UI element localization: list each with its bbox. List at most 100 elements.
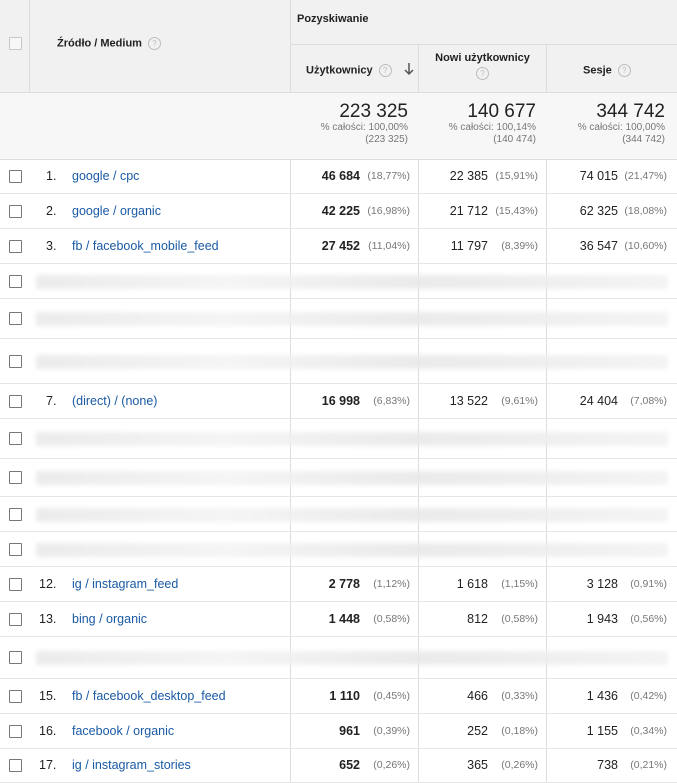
redacted-row-content <box>36 543 668 557</box>
row-number: 3. <box>46 239 57 253</box>
row-number: 1. <box>46 169 57 183</box>
new-users-percent: (0,18%) <box>501 725 538 737</box>
table-row <box>0 384 677 419</box>
row-checkbox[interactable] <box>9 508 22 521</box>
new-users-percent: (15,91%) <box>495 170 538 182</box>
col-divider <box>290 0 291 783</box>
new-users-value: 252 <box>467 724 488 738</box>
new-users-value: 1 618 <box>456 577 488 591</box>
row-checkbox[interactable] <box>9 759 22 772</box>
sessions-percent: (10,60%) <box>624 240 667 252</box>
source-medium-link[interactable]: fb / facebook_mobile_feed <box>72 239 219 253</box>
sessions-total-value: 344 742 <box>596 101 665 122</box>
sessions-value: 738 <box>597 758 618 772</box>
row-checkbox[interactable] <box>9 578 22 591</box>
sessions-total: 344 742 % całości: 100,00% (344 742) <box>548 102 665 146</box>
table-row <box>0 714 677 749</box>
row-checkbox[interactable] <box>9 543 22 556</box>
row-checkbox[interactable] <box>9 355 22 368</box>
table-row <box>0 264 677 299</box>
arrow-down-icon[interactable] <box>403 62 415 76</box>
row-checkbox[interactable] <box>9 651 22 664</box>
table-row <box>0 459 677 497</box>
source-medium-link[interactable]: ig / instagram_stories <box>72 758 191 772</box>
new-users-value: 365 <box>467 758 488 772</box>
row-checkbox[interactable] <box>9 240 22 253</box>
row-checkbox[interactable] <box>9 205 22 218</box>
users-percent: (6,83%) <box>373 395 410 407</box>
row-checkbox[interactable] <box>9 690 22 703</box>
sessions-value: 1 155 <box>586 724 618 738</box>
users-total-pct: % całości: 100,00% <box>320 122 408 133</box>
new-users-value: 466 <box>467 689 488 703</box>
row-number: 7. <box>46 394 57 408</box>
source-medium-link[interactable]: google / cpc <box>72 169 140 183</box>
row-checkbox[interactable] <box>9 613 22 626</box>
table-row <box>0 497 677 532</box>
new-users-column-label: Nowi użytkownicy <box>435 52 530 64</box>
sessions-total-pct: % całości: 100,00% <box>577 122 665 133</box>
table-row <box>0 419 677 459</box>
users-value: 16 998 <box>321 394 360 408</box>
source-medium-link[interactable]: google / organic <box>72 204 161 218</box>
row-checkbox[interactable] <box>9 432 22 445</box>
sessions-value: 24 404 <box>579 394 618 408</box>
new-users-value: 11 797 <box>450 239 488 253</box>
users-value: 961 <box>339 724 360 738</box>
new-users-percent: (0,33%) <box>501 690 538 702</box>
table-header <box>0 0 677 93</box>
row-checkbox[interactable] <box>9 725 22 738</box>
new-users-column-header[interactable]: Nowi użytkownicy ? <box>419 52 546 80</box>
sessions-value: 74 015 <box>579 169 618 183</box>
row-checkbox[interactable] <box>9 395 22 408</box>
header-divider <box>291 44 677 45</box>
question-icon[interactable]: ? <box>617 64 631 77</box>
users-value: 46 684 <box>321 169 360 183</box>
row-checkbox[interactable] <box>9 471 22 484</box>
col-divider <box>29 0 30 159</box>
new-users-percent: (9,61%) <box>501 395 538 407</box>
sessions-column-header[interactable]: Sesje? <box>583 64 631 77</box>
users-percent: (0,58%) <box>373 613 410 625</box>
new-users-value: 812 <box>467 612 488 626</box>
redacted-row-content <box>36 508 668 522</box>
row-number: 16. <box>39 724 57 738</box>
sessions-percent: (0,56%) <box>630 613 667 625</box>
source-medium-link[interactable]: facebook / organic <box>72 724 175 738</box>
redacted-row-content <box>36 432 668 446</box>
source-medium-link[interactable]: ig / instagram_feed <box>72 577 179 591</box>
new-users-percent: (15,43%) <box>495 205 538 217</box>
question-icon[interactable]: ? <box>147 37 161 50</box>
source-medium-link[interactable]: bing / organic <box>72 612 148 626</box>
row-checkbox[interactable] <box>9 170 22 183</box>
table-row <box>0 159 677 194</box>
question-icon[interactable]: ? <box>476 67 489 80</box>
table-row <box>0 194 677 229</box>
source-medium-link[interactable]: (direct) / (none) <box>72 394 158 408</box>
users-value: 27 452 <box>321 239 360 253</box>
users-percent: (18,77%) <box>367 170 410 182</box>
table-row <box>0 532 677 567</box>
users-percent: (16,98%) <box>367 205 410 217</box>
new-users-percent: (0,26%) <box>501 759 538 771</box>
table-row <box>0 229 677 264</box>
question-icon[interactable]: ? <box>378 64 392 77</box>
users-percent: (0,39%) <box>373 725 410 737</box>
users-value: 652 <box>339 758 360 772</box>
row-checkbox[interactable] <box>9 312 22 325</box>
table-row <box>0 637 677 679</box>
dimension-header-label: Źródło / Medium <box>57 37 142 50</box>
row-checkbox[interactable] <box>9 275 22 288</box>
new-users-percent: (8,39%) <box>501 240 538 252</box>
users-column-header[interactable]: Użytkownicy? <box>306 64 392 77</box>
dimension-header[interactable]: Źródło / Medium? <box>57 37 161 50</box>
select-all-checkbox[interactable] <box>9 37 22 50</box>
sessions-percent: (0,91%) <box>630 578 667 590</box>
users-percent: (0,26%) <box>373 759 410 771</box>
source-medium-link[interactable]: fb / facebook_desktop_feed <box>72 689 226 703</box>
redacted-row-content <box>36 312 668 326</box>
totals-row <box>0 93 677 160</box>
col-divider <box>546 44 547 783</box>
users-value: 42 225 <box>321 204 360 218</box>
new-users-total: 140 677 % całości: 100,14% (140 474) <box>420 102 536 146</box>
